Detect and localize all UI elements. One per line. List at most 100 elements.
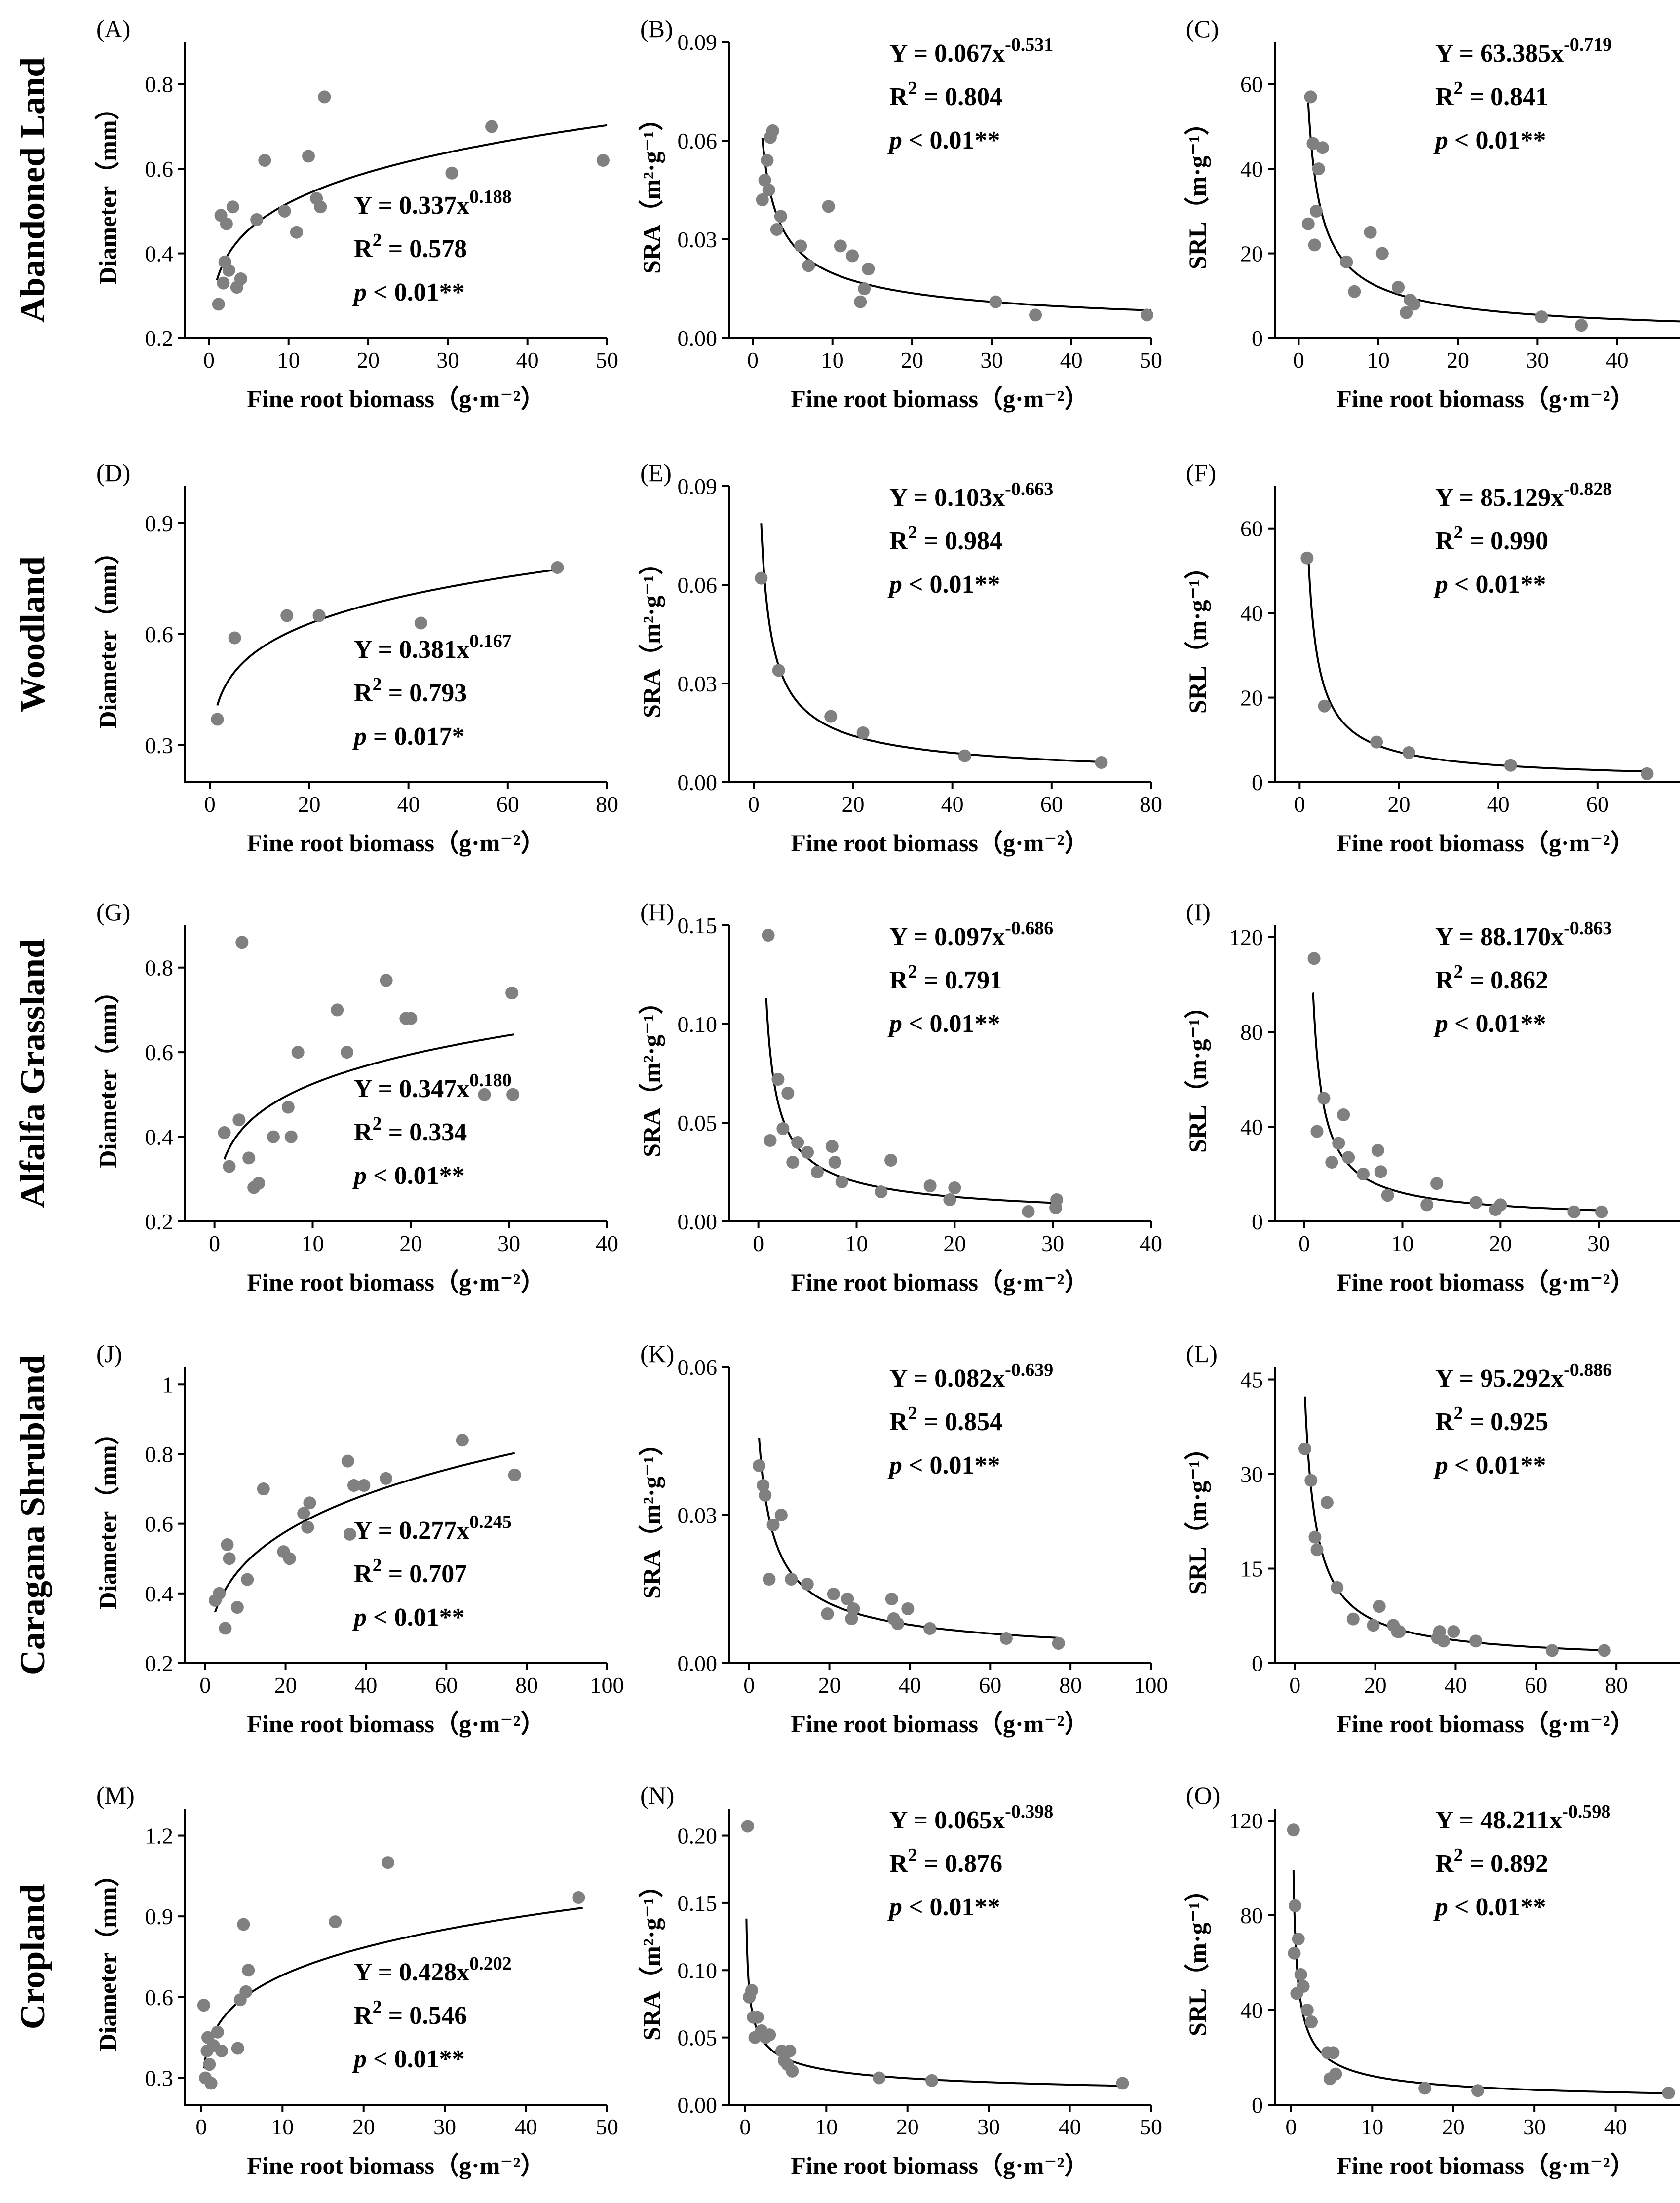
- data-point: [1141, 308, 1153, 321]
- data-point: [766, 124, 779, 137]
- panel-tag: (G): [96, 898, 130, 926]
- x-tick-label: 30: [1587, 1231, 1610, 1256]
- data-point: [847, 1602, 860, 1615]
- data-point: [282, 1101, 295, 1114]
- data-point: [241, 1573, 254, 1586]
- r-squared-text: R2 = 0.925: [1435, 1403, 1548, 1436]
- data-point: [1337, 1108, 1350, 1121]
- data-point: [1575, 319, 1588, 332]
- panel-tag: (J): [96, 1340, 122, 1367]
- x-tick-label: 40: [515, 2114, 537, 2139]
- x-tick-label: 10: [821, 347, 844, 373]
- data-point: [1000, 1632, 1013, 1645]
- x-tick-label: 20: [1387, 792, 1410, 817]
- x-axis-title: Fine root biomass（g·m⁻²）: [247, 2152, 545, 2179]
- data-point: [572, 1891, 585, 1904]
- data-point: [252, 1177, 265, 1190]
- data-point: [1376, 247, 1389, 260]
- x-tick-label: 20: [841, 792, 864, 817]
- panel-tag: (L): [1186, 1340, 1218, 1367]
- panel-f: 0204060800204060(F)Fine root biomass（g·m…: [1184, 459, 1680, 857]
- data-point: [776, 1122, 789, 1135]
- equation-text: Y = 0.428x0.202: [354, 1953, 512, 1986]
- data-point: [219, 1622, 231, 1634]
- y-tick-label: 0: [1252, 1651, 1263, 1676]
- y-tick-label: 40: [1240, 156, 1263, 182]
- y-tick-label: 80: [1240, 1020, 1263, 1045]
- x-tick-label: 30: [1523, 2114, 1546, 2139]
- data-point: [761, 154, 773, 167]
- x-tick-label: 30: [433, 2114, 456, 2139]
- data-point: [1340, 256, 1353, 268]
- x-tick-label: 60: [1586, 792, 1609, 817]
- x-tick-label: 20: [818, 1672, 841, 1698]
- y-tick-label: 120: [1229, 1808, 1263, 1833]
- x-tick-label: 0: [739, 2114, 751, 2139]
- y-tick-label: 0.8: [145, 72, 174, 97]
- y-tick-label: 0.10: [678, 1012, 718, 1037]
- y-tick-label: 0: [1252, 2092, 1263, 2118]
- y-tick-label: 1: [162, 1372, 173, 1397]
- x-tick-label: 10: [1367, 347, 1390, 373]
- data-point: [1494, 1198, 1507, 1211]
- x-axis-title: Fine root biomass（g·m⁻²）: [247, 1268, 545, 1296]
- data-point: [1308, 238, 1321, 251]
- y-tick-label: 0.00: [678, 770, 718, 795]
- y-tick-label: 0.00: [678, 2092, 718, 2118]
- data-point: [1381, 1189, 1394, 1202]
- y-axis-title: SRA（m²·g⁻¹）: [638, 550, 665, 718]
- panel-tag: (A): [96, 15, 130, 42]
- x-tick-label: 60: [1040, 792, 1063, 817]
- x-tick-label: 20: [357, 347, 380, 373]
- data-point: [1342, 1151, 1355, 1164]
- x-tick-label: 40: [1444, 1672, 1467, 1698]
- data-point: [958, 750, 971, 762]
- r-squared-text: R2 = 0.793: [354, 674, 467, 707]
- panel-o: 0102030405004080120(O)Fine root biomass（…: [1184, 1782, 1680, 2179]
- equation-text: Y = 0.381x0.167: [354, 631, 512, 664]
- data-point: [1370, 736, 1383, 749]
- data-point: [801, 1578, 814, 1591]
- data-point: [1325, 1156, 1338, 1169]
- x-tick-label: 0: [199, 1672, 211, 1698]
- data-point: [221, 1538, 234, 1551]
- x-tick-label: 30: [977, 2114, 1000, 2139]
- data-point: [884, 1154, 897, 1167]
- data-point: [1375, 1165, 1387, 1178]
- x-tick-label: 80: [1140, 792, 1162, 817]
- x-axis-title: Fine root biomass（g·m⁻²）: [1336, 1268, 1635, 1296]
- data-point: [1595, 1206, 1608, 1218]
- equation-text: Y = 0.067x-0.531: [889, 35, 1053, 68]
- data-point: [223, 264, 235, 277]
- x-axis-title: Fine root biomass（g·m⁻²）: [791, 1268, 1089, 1296]
- data-point: [380, 1472, 392, 1485]
- x-tick-label: 40: [1487, 792, 1510, 817]
- data-point: [775, 1509, 788, 1521]
- x-tick-label: 10: [1391, 1231, 1413, 1256]
- x-tick-label: 20: [1442, 2114, 1465, 2139]
- data-point: [285, 1131, 298, 1143]
- panel-tag: (K): [640, 1340, 674, 1367]
- data-point: [901, 1602, 914, 1615]
- data-point: [1331, 1581, 1343, 1594]
- y-tick-label: 0.8: [145, 1442, 174, 1467]
- data-point: [762, 929, 775, 942]
- y-tick-label: 0: [1252, 1209, 1263, 1234]
- x-axis-title: Fine root biomass（g·m⁻²）: [247, 385, 545, 413]
- data-point: [235, 936, 248, 949]
- data-point: [508, 1469, 521, 1481]
- y-tick-label: 0.3: [145, 2065, 174, 2090]
- data-point: [314, 200, 327, 213]
- x-tick-label: 50: [596, 347, 618, 373]
- data-point: [1364, 226, 1377, 239]
- y-tick-label: 0.00: [678, 326, 718, 351]
- x-axis-title: Fine root biomass（g·m⁻²）: [247, 829, 545, 857]
- data-point: [785, 1573, 798, 1586]
- data-point: [763, 2028, 776, 2041]
- x-tick-label: 60: [496, 792, 519, 817]
- data-point: [1348, 285, 1361, 298]
